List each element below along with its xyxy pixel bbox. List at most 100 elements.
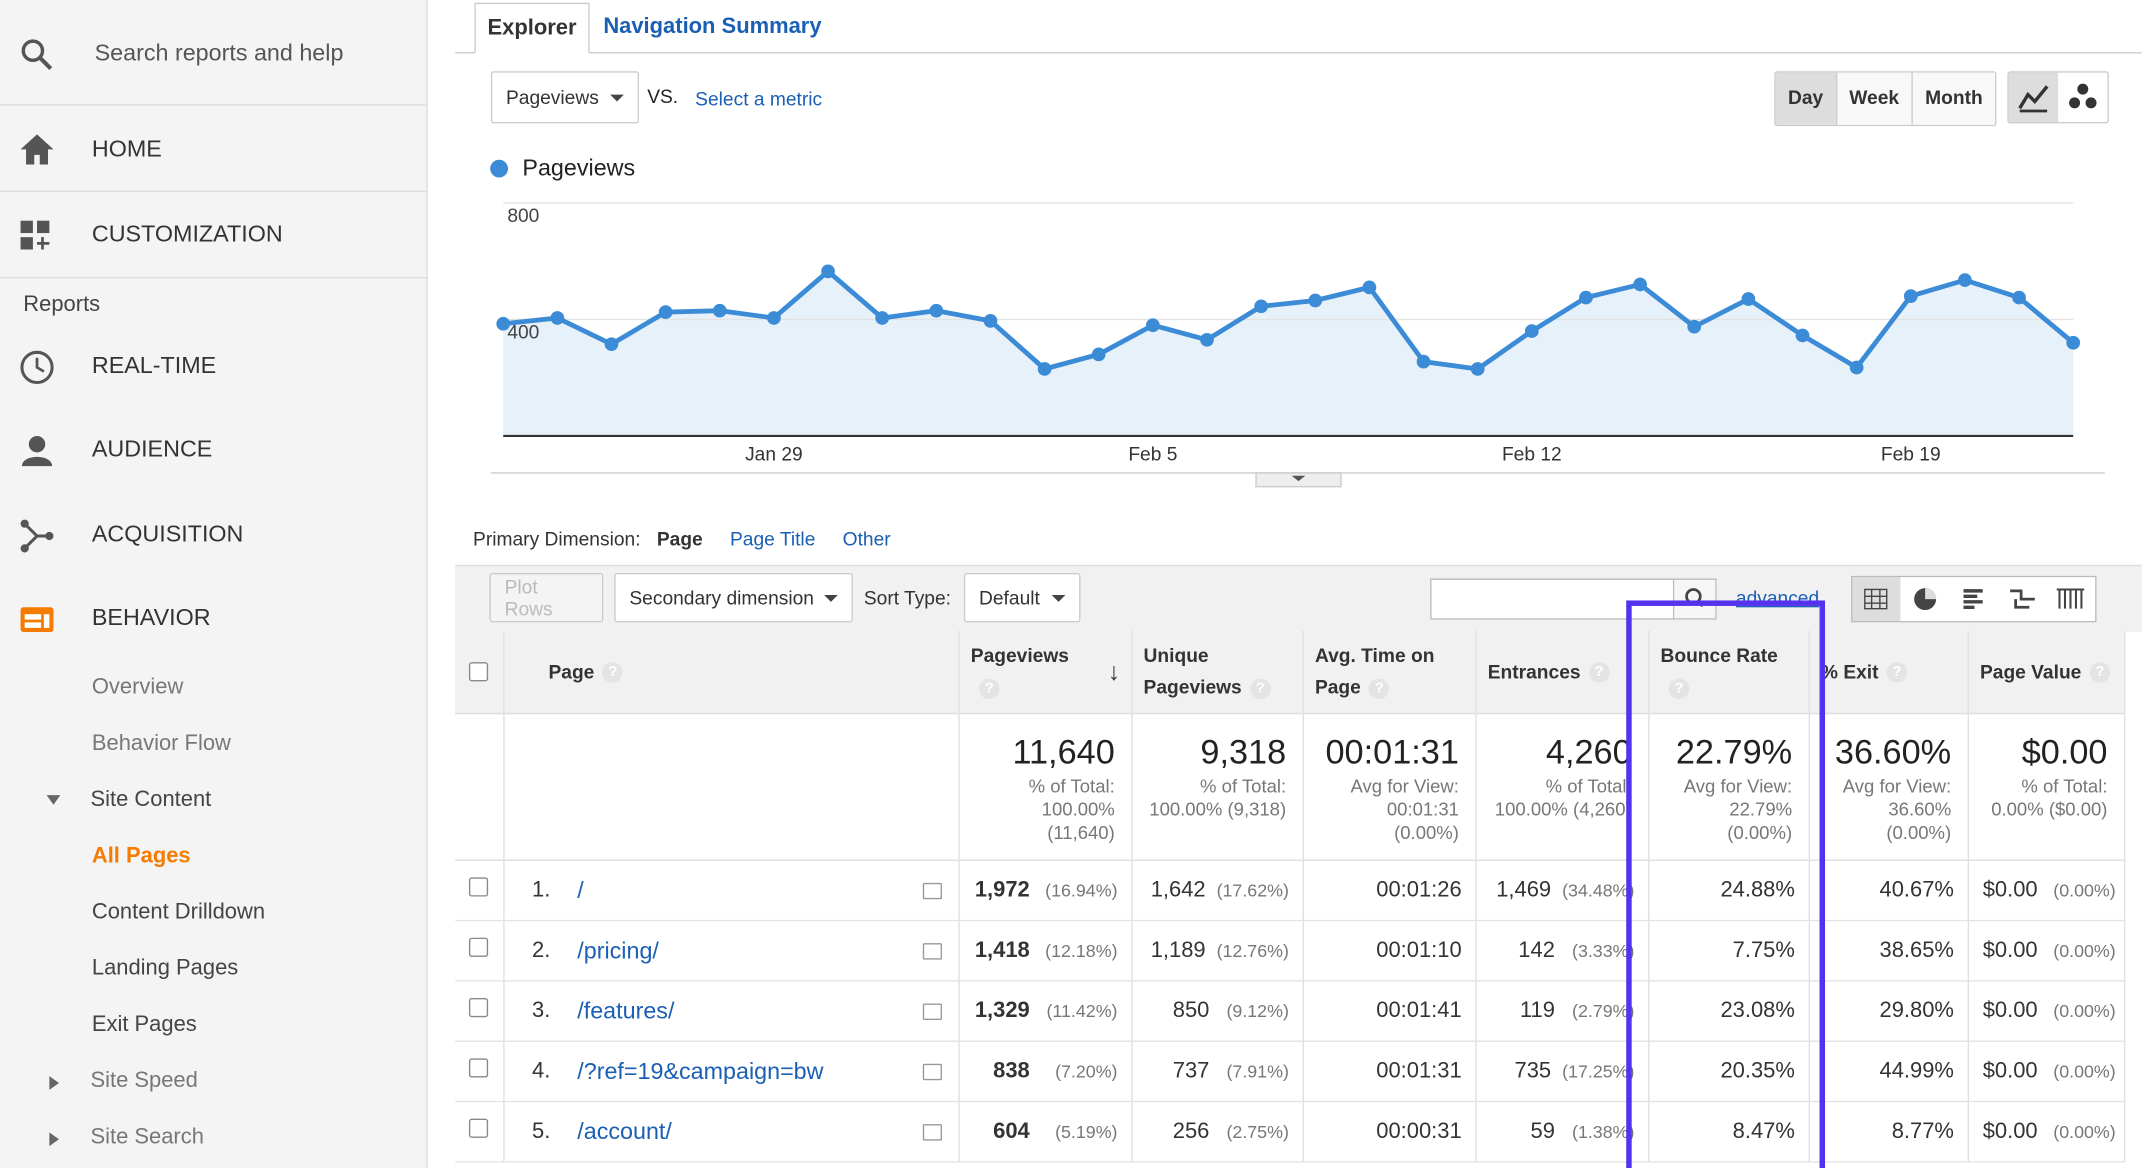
point (1903, 289, 1918, 303)
row-index: 4. (532, 1059, 551, 1083)
secondary-dimension-dropdown[interactable]: Secondary dimension (614, 573, 853, 623)
open-page-icon[interactable] (922, 882, 942, 899)
highlight-box (1626, 600, 1826, 1168)
row-checkbox[interactable] (468, 1118, 489, 1138)
point (2012, 290, 2026, 305)
nav-subitem[interactable]: Exit Pages (91, 1013, 197, 1037)
tab[interactable]: Navigation Summary (603, 15, 822, 39)
row-cell: 8.77% (1809, 1102, 1970, 1163)
plot-rows-button[interactable]: Plot Rows (489, 573, 604, 623)
tab[interactable]: Explorer (474, 2, 590, 54)
search-box[interactable]: Search reports and help (94, 39, 344, 66)
nav-item[interactable]: REAL-TIME (91, 352, 217, 379)
header-label[interactable]: Entrances (1487, 660, 1581, 683)
nav-subitem[interactable]: Site Speed (90, 1069, 198, 1093)
header-label[interactable]: Page Value (1979, 660, 2082, 683)
header-label[interactable]: % Exit (1820, 660, 1879, 683)
row-cell: 735 (17.25%) (1476, 1041, 1650, 1103)
realtime-icon (20, 350, 54, 384)
search-button[interactable] (1672, 578, 1717, 620)
cell-value: $0.00 (1982, 878, 2038, 902)
cell-value: 850 (1172, 998, 1210, 1022)
row-checkbox[interactable] (468, 1058, 489, 1078)
dimension-option[interactable]: Other (842, 527, 891, 550)
header-label[interactable]: Bounce Rate (1660, 644, 1778, 667)
row-cell: 00:01:31 (1303, 1041, 1477, 1103)
cell-percent: (12.76%) (1216, 940, 1289, 961)
sort-dropdown[interactable]: Default (963, 573, 1081, 623)
header-label[interactable]: Avg. Time on Page (1314, 644, 1435, 698)
totals-value: 11,640 (1012, 733, 1115, 772)
open-page-icon[interactable] (922, 1123, 942, 1140)
row-cell: 00:00:31 (1303, 1102, 1477, 1163)
row-cell: 1,418 (12.18%) (959, 921, 1133, 982)
page-link[interactable]: /account/ (577, 1117, 672, 1145)
row-cell: 2. /pricing/ (504, 921, 960, 982)
nav-item[interactable]: AUDIENCE (91, 435, 213, 462)
header-text: Entrances? (1488, 656, 1625, 688)
nav-subitem[interactable]: Site Search (90, 1125, 204, 1149)
row-checkbox[interactable] (468, 937, 489, 957)
select-metric-link[interactable]: Select a metric (695, 87, 823, 110)
header-label[interactable]: Pageviews (970, 644, 1069, 667)
row-checkbox[interactable] (468, 877, 489, 897)
nav-item[interactable]: ACQUISITION (91, 520, 244, 547)
nav-item[interactable]: CUSTOMIZATION (91, 220, 283, 247)
open-page-icon[interactable] (922, 1002, 942, 1020)
point (550, 311, 565, 325)
totals-note: 100.00% (9,318) (1149, 799, 1287, 820)
period-button[interactable]: Month (1911, 72, 1996, 125)
cell-value: 119 (1519, 998, 1555, 1022)
totals-note: Avg for View: (1683, 775, 1793, 797)
x-tick-label: Feb 5 (1128, 445, 1177, 466)
row-cell: 20.35% (1649, 1041, 1810, 1103)
page-link[interactable]: /features/ (577, 997, 675, 1024)
nav-subitem[interactable]: Content Drilldown (91, 900, 266, 924)
cell-percent: (1.38%) (1572, 1121, 1635, 1142)
metric-dropdown[interactable]: Pageviews (490, 71, 639, 124)
point (1308, 293, 1323, 308)
header-label[interactable]: Page (548, 660, 595, 683)
motion-chart-button[interactable] (2058, 73, 2107, 122)
open-page-icon[interactable] (922, 1063, 942, 1080)
select-all-checkbox[interactable] (468, 662, 489, 682)
point (1200, 332, 1214, 347)
period-button[interactable]: Day (1775, 72, 1836, 125)
row-checkbox[interactable] (468, 998, 489, 1018)
expand-arrow (49, 1076, 59, 1090)
dimension-option[interactable]: Page Title (729, 527, 816, 550)
table-search-input[interactable] (1430, 578, 1676, 620)
totals-note: 0.00% ($0.00) (1991, 799, 2108, 820)
row-cell: 3. /features/ (504, 981, 960, 1042)
line-chart-button[interactable] (2008, 72, 2059, 123)
cell-percent: (9.12%) (1226, 1000, 1289, 1022)
cell-value: $0.00 (1982, 998, 2038, 1022)
nav-subitem[interactable]: Behavior Flow (91, 732, 231, 756)
page-link[interactable]: /pricing/ (577, 937, 659, 964)
header-label[interactable]: Unique Pageviews (1143, 644, 1242, 698)
secondary-label: Secondary dimension (629, 586, 814, 609)
nav-subitem[interactable]: All Pages (91, 844, 191, 868)
tab-bar (455, 0, 2142, 54)
chart: 400 800 Jan 29 Feb 5 Feb 12 Feb 19 (490, 202, 2105, 488)
nav-subitem[interactable]: Landing Pages (91, 956, 239, 981)
nav-subitem[interactable]: Overview (91, 675, 184, 700)
page-link[interactable]: / (577, 876, 584, 903)
totals-cell: 9,318 % of Total: 100.00% (9,318) (1132, 714, 1304, 861)
page-link[interactable]: /?ref=19&campaign=bw (577, 1057, 824, 1084)
nav-item[interactable]: HOME (91, 135, 162, 162)
dimension-option[interactable]: Page (656, 527, 703, 550)
totals-note: (0.00%) (1394, 822, 1459, 844)
point (1633, 277, 1647, 292)
open-page-icon[interactable] (922, 942, 942, 959)
nav-item[interactable]: BEHAVIOR (91, 604, 211, 631)
totals-cell: 00:01:31 Avg for View: 00:01:31 (0.00%) (1303, 714, 1477, 861)
nav-subitem[interactable]: Site Content (90, 788, 212, 812)
totals-note: 36.60% (1888, 799, 1952, 820)
header-text: % Exit? (1821, 656, 1957, 688)
period-button[interactable]: Week (1835, 72, 1912, 125)
totals-note: (0.00%) (1886, 822, 1952, 844)
row-cell: 5. /account/ (504, 1102, 960, 1163)
row-cell: $0.00 (0.00%) (1969, 1102, 2126, 1163)
